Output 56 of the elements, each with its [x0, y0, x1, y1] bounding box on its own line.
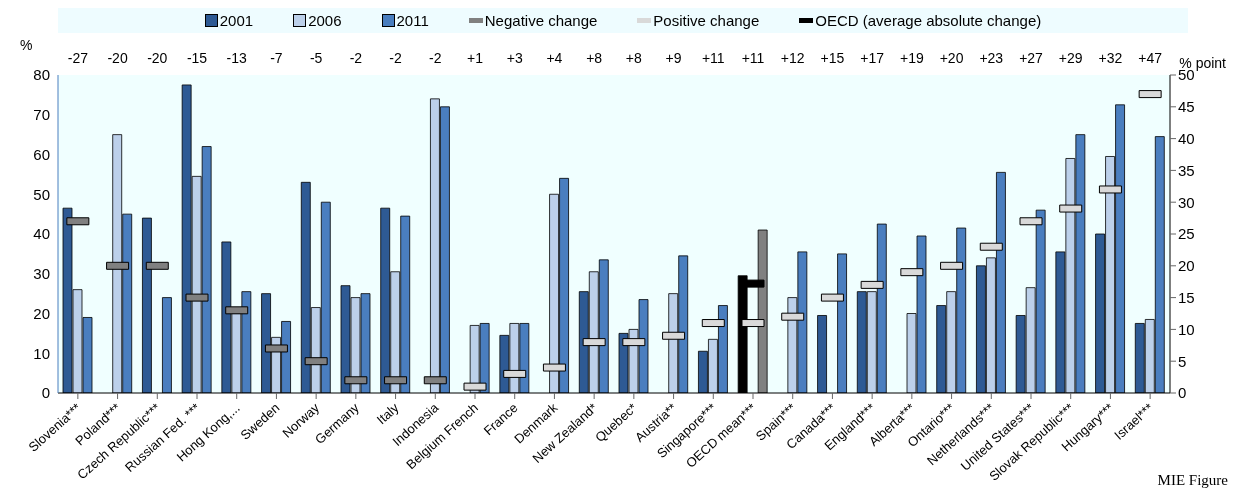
- y-tick-label: 60: [33, 145, 50, 163]
- text: +12: [780, 50, 805, 66]
- y2-tick-label: 20: [1178, 257, 1195, 275]
- y2-tick-label: 25: [1178, 225, 1195, 243]
- legend-label: OECD (average absolute change): [814, 12, 1042, 29]
- y-tick-label: 40: [33, 225, 50, 243]
- text: -15: [186, 50, 208, 66]
- y-tick-label: 10: [33, 344, 50, 362]
- y2-tick-label: 10: [1178, 320, 1195, 338]
- text: +3: [506, 50, 523, 66]
- text: -2: [429, 50, 442, 66]
- text: -27: [67, 50, 89, 66]
- y-tick-label: 80: [33, 66, 50, 84]
- text: +27: [1019, 50, 1044, 66]
- text: -20: [147, 50, 168, 66]
- text: +47: [1138, 50, 1163, 66]
- y-tick-label: 30: [33, 265, 50, 283]
- y2-tick-label: 45: [1178, 98, 1195, 116]
- legend-label: Negative change: [483, 12, 598, 29]
- text: +11: [741, 50, 765, 66]
- text: -5: [309, 50, 323, 66]
- y2-tick-label: 35: [1178, 161, 1195, 179]
- text: MIE Figure: [1157, 472, 1228, 489]
- text: +17: [860, 50, 885, 66]
- text: +8: [586, 50, 603, 66]
- y2-tick-label: 30: [1178, 193, 1195, 211]
- text: -13: [226, 50, 248, 66]
- text: +23: [979, 50, 1004, 66]
- text: -2: [389, 50, 403, 66]
- legend-label: 2006: [307, 12, 342, 29]
- text: +4: [546, 50, 563, 66]
- y-tick-label: 0: [41, 384, 50, 402]
- text: +9: [665, 50, 682, 66]
- text: +1: [467, 50, 484, 66]
- text: +8: [625, 50, 643, 66]
- legend-label: 2011: [395, 12, 429, 29]
- y2-axis-title: % point: [1179, 55, 1226, 71]
- text: +11: [701, 50, 725, 66]
- legend-label: Positive change: [652, 12, 760, 29]
- y2-tick-label: 40: [1178, 129, 1195, 147]
- text: +19: [899, 50, 924, 66]
- y-axis-title: %: [20, 37, 33, 53]
- y2-tick-label: 5: [1178, 352, 1187, 370]
- y-tick-label: 50: [33, 185, 50, 203]
- text: -7: [270, 50, 283, 66]
- text: +15: [820, 50, 845, 66]
- y2-tick-label: 0: [1178, 384, 1187, 402]
- legend-label: 2001: [218, 12, 254, 29]
- y-tick-label: 20: [33, 304, 50, 322]
- y2-tick-label: 15: [1178, 288, 1195, 306]
- y-tick-label: 70: [33, 106, 50, 124]
- text: -2: [349, 50, 363, 66]
- text: +32: [1098, 50, 1123, 66]
- text: -20: [107, 50, 128, 66]
- text: +20: [939, 50, 964, 66]
- text: +29: [1058, 50, 1083, 66]
